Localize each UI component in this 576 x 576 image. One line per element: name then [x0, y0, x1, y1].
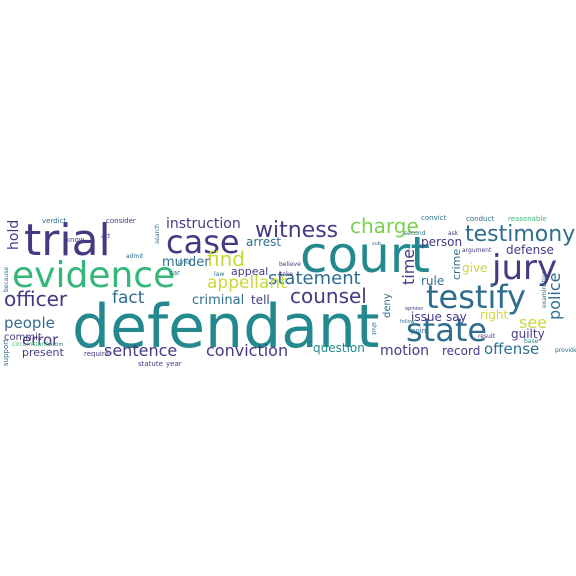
word-jury: jury — [491, 248, 557, 288]
word-find: find — [207, 247, 245, 271]
word-opinion: opinion — [405, 306, 423, 312]
word-instruction: instruction — [166, 216, 241, 232]
word-officer: officer — [4, 287, 68, 311]
word-person: person — [421, 235, 462, 249]
word-criminal: criminal — [192, 293, 244, 308]
word-admit: admit — [126, 253, 144, 260]
word-give: give — [462, 261, 487, 275]
word-testify: testify — [426, 278, 526, 316]
word-time: time — [399, 249, 418, 285]
word-record: record — [442, 344, 480, 358]
word-crime: crime — [450, 249, 463, 280]
word-conviction: conviction — [206, 341, 288, 360]
word-support: support — [2, 339, 10, 366]
word-know: know — [66, 236, 85, 244]
word-point: point — [411, 327, 429, 335]
word-defense: defense — [506, 243, 554, 257]
word-prior: prior — [178, 259, 193, 266]
word-convict: convict — [421, 214, 447, 222]
word-commit: commit — [4, 332, 42, 343]
word-circumstance: circumstance — [12, 341, 53, 348]
word-police: police — [545, 273, 564, 320]
word-follow: follow — [400, 319, 415, 325]
word-defendant: defendant — [72, 292, 379, 362]
word-because: because — [3, 267, 10, 292]
word-conduct: conduct — [466, 215, 494, 223]
word-ask: ask — [448, 230, 459, 237]
word-victim: victim — [48, 342, 63, 348]
word-shot: shot — [370, 322, 377, 336]
word-require: require — [84, 350, 109, 358]
word-charge: charge — [350, 214, 419, 238]
word-result: result — [478, 333, 496, 340]
word-act: act — [101, 233, 111, 240]
word-fact: fact — [112, 288, 145, 308]
word-examination: examination — [541, 271, 548, 308]
word-car: car — [169, 269, 180, 277]
word-appellant: appellant — [207, 273, 287, 293]
word-offense: offense — [484, 340, 539, 358]
word-consider: consider — [106, 217, 136, 225]
word-law: law — [214, 271, 224, 278]
word-people: people — [4, 314, 55, 332]
word-witness: witness — [255, 218, 338, 243]
word-statute: statute — [138, 360, 163, 368]
word-motion: motion — [380, 343, 429, 359]
word-question: question — [313, 341, 365, 355]
word-testimony: testimony — [465, 222, 575, 247]
word-deny: deny — [382, 293, 393, 318]
word-issue: issue — [411, 310, 442, 324]
word-state: state — [406, 311, 487, 349]
word-guilty: guilty — [511, 327, 545, 341]
word-sub: sub — [372, 241, 381, 247]
word-counsel: counsel — [290, 284, 367, 308]
word-court: court — [300, 226, 430, 284]
word-verdict: verdict — [42, 217, 66, 225]
word-take: take — [280, 271, 293, 278]
word-present: present — [22, 346, 65, 359]
word-statement: statement — [268, 268, 361, 289]
word-see: see — [519, 313, 547, 332]
word-evidence: evidence — [12, 255, 175, 296]
word-right: right — [480, 308, 508, 322]
word-search: search — [154, 224, 161, 244]
word-trial: trial — [24, 215, 111, 266]
word-reasonable: reasonable — [508, 215, 547, 223]
word-appeal: appeal — [231, 265, 268, 278]
word-hold: hold — [6, 220, 22, 250]
word-provide: provide — [555, 347, 576, 354]
word-sentence: sentence — [104, 341, 177, 360]
word-second: second — [404, 230, 426, 237]
word-year: year — [166, 360, 182, 368]
word-murder: murder — [162, 255, 210, 270]
word-base: base — [524, 338, 539, 345]
word-case: case — [166, 223, 240, 261]
word-believe: believe — [279, 261, 301, 268]
word-argument: argument — [462, 247, 492, 254]
word-error: error — [22, 331, 59, 349]
word-tell: tell — [251, 293, 270, 307]
word-arrest: arrest — [246, 235, 281, 249]
word-rule: rule — [421, 274, 444, 288]
word-say: say — [446, 310, 467, 324]
